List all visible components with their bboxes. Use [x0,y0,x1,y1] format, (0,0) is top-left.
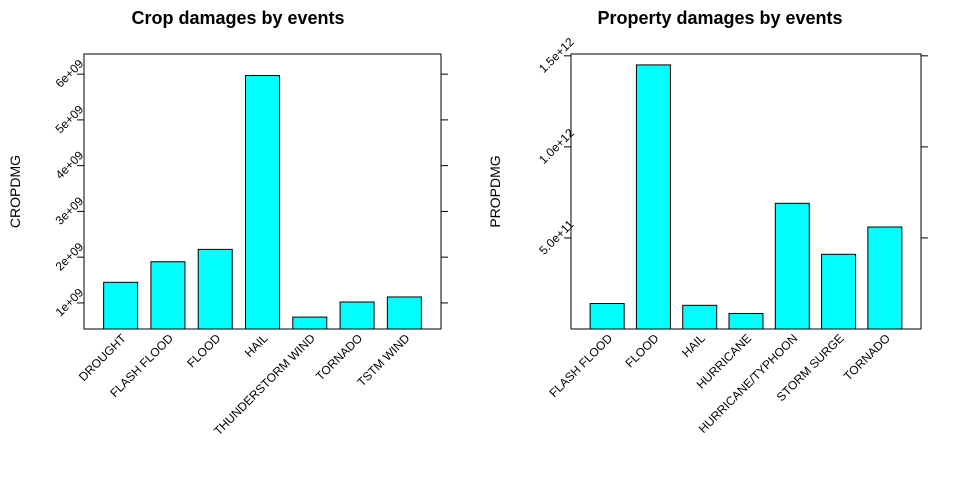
bar-flash-flood [589,303,625,330]
bar-hurricane-typhoon [774,202,810,330]
bar-thunderstorm-wind [292,316,328,330]
y-axis-label: PROPDMG [487,155,503,227]
y-tick-label: 3e+09 [53,194,87,228]
x-tick-label: FLOOD [184,331,223,370]
y-axis-label: CROPDMG [7,155,23,228]
bar-tornado [339,301,375,330]
crop-damages-panel: Crop damages by eventsCROPDMGDROUGHTFLAS… [7,8,448,438]
bar-hail [245,75,280,330]
x-tick-label: HAIL [679,331,708,360]
chart-title: Property damages by events [597,8,842,28]
y-tick-label: 4e+09 [53,148,87,182]
plot-frame [83,53,442,330]
x-tick-label: HAIL [242,331,271,360]
bar-flood [197,248,233,330]
y-tick-label: 1e+09 [53,285,87,319]
plot-frame [570,53,922,330]
chart-title: Crop damages by events [131,8,344,28]
bar-drought [103,281,139,330]
bar-flash-flood [150,261,186,330]
bar-hail [682,304,718,330]
bar-tornado [867,226,903,330]
y-tick-label: 5e+09 [53,102,87,136]
y-tick-label: 6e+09 [53,56,87,90]
bar-flood [635,64,671,330]
bar-hurricane [728,313,764,330]
bar-storm-surge [821,253,857,330]
x-tick-label: FLASH FLOOD [546,331,615,400]
y-tick-label: 2e+09 [53,239,87,273]
bar-tstm-wind [386,296,422,330]
x-tick-label: FLOOD [622,331,661,370]
property-damages-panel: Property damages by events PROPDMG FLASH F… [487,8,928,436]
x-tick-label: TORNADO [841,331,893,383]
